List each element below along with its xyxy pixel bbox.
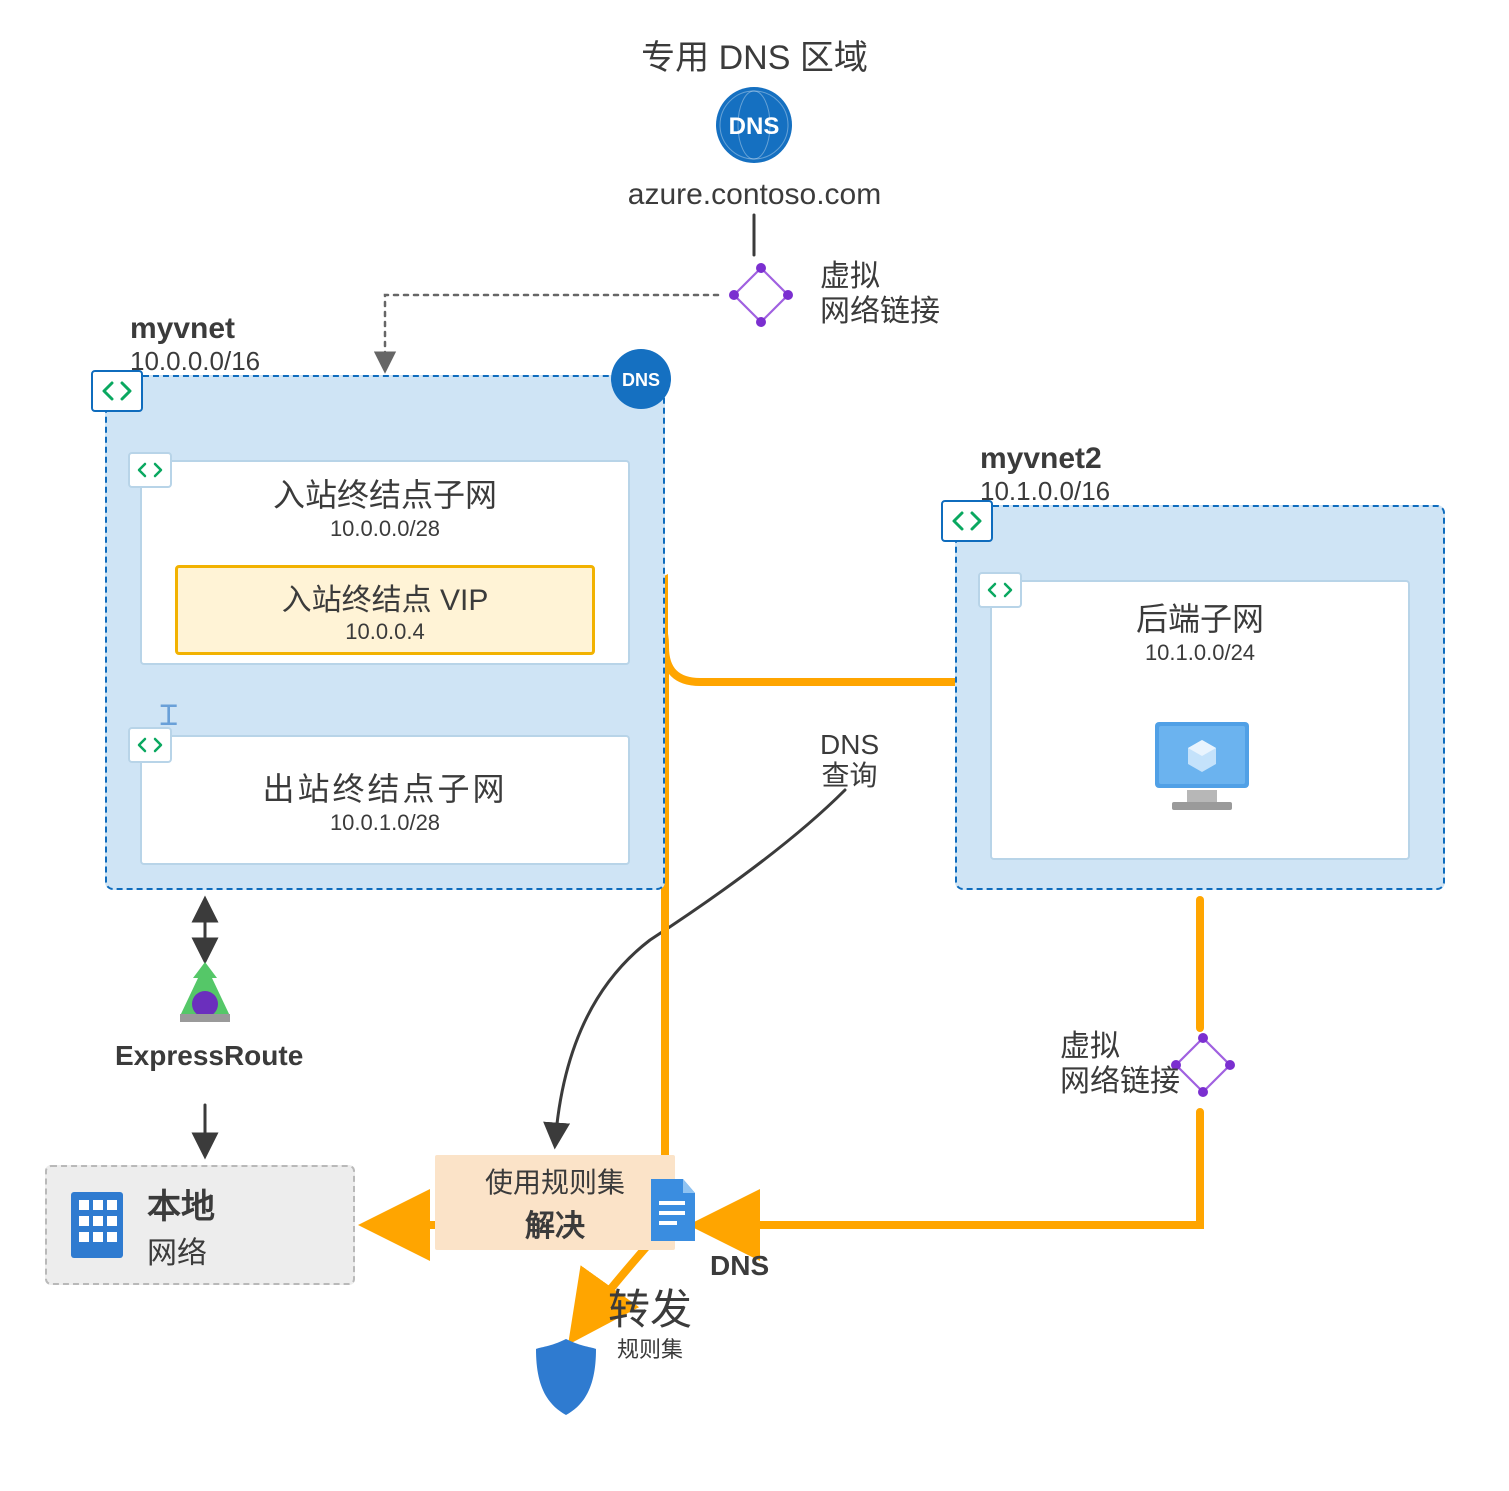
vnet2-name: myvnet2 (980, 442, 1110, 476)
inbound-vip-box: 入站终结点 VIP 10.0.0.4 (175, 565, 595, 655)
outbound-subnet-box: 出站终结点子网 10.0.1.0/28 (140, 735, 630, 865)
vnet2-label: myvnet2 10.1.0.0/16 (980, 442, 1110, 507)
vnet1-label: myvnet 10.0.0.0/16 (130, 312, 260, 377)
building-icon (65, 1188, 129, 1262)
outbound-subnet-title: 出站终结点子网 (262, 764, 507, 810)
vnet-link-2-l2: 网络链接 (1060, 1065, 1180, 1100)
vnet1-dns-badge: DNS (609, 347, 673, 416)
dns-doc-label: DNS (710, 1250, 769, 1282)
vnet1-cidr: 10.0.0.0/16 (130, 346, 260, 377)
vnet-icon-1 (91, 370, 143, 412)
onprem-subtitle: 网络 (147, 1228, 215, 1272)
backend-subnet-title: 后端子网 (992, 594, 1408, 640)
dns-query-l1: DNS (820, 730, 879, 761)
text-cursor-icon: Ꮖ (160, 700, 178, 733)
vnet2-cidr: 10.1.0.0/16 (980, 476, 1110, 507)
backend-subnet-cidr: 10.1.0.0/24 (992, 640, 1408, 666)
vm-icon (1147, 712, 1257, 827)
dns-query-l2: 查询 (820, 761, 879, 792)
ruleset-l1: 使用规则集 (485, 1161, 625, 1201)
vnet-link-label-1-line1: 虚拟 (820, 260, 940, 295)
vnet1-name: myvnet (130, 312, 260, 346)
vnet-icon-2 (941, 500, 993, 542)
svg-text:DNS: DNS (622, 370, 660, 390)
vnet-link-label-1-line2: 网络链接 (820, 295, 940, 330)
vnet-link-icon-1 (726, 260, 796, 335)
shield-icon (530, 1335, 602, 1424)
dns-badge-text: DNS (729, 113, 780, 140)
backend-subnet-box: 后端子网 10.1.0.0/24 (990, 580, 1410, 860)
inbound-subnet-cidr: 10.0.0.0/28 (142, 516, 628, 542)
onprem-title: 本地 (147, 1179, 215, 1228)
vnet-link-label-2: 虚拟 网络链接 (1060, 1030, 1180, 1099)
dns-fwd-l1: 转发 (570, 1290, 730, 1332)
subnet-icon-backend (978, 572, 1022, 608)
ruleset-box: 使用规则集 解决 (435, 1155, 675, 1250)
inbound-subnet-title: 入站终结点子网 (142, 470, 628, 516)
outbound-subnet-cidr: 10.0.1.0/28 (330, 810, 440, 836)
dns-zone-badge: DNS (714, 85, 794, 170)
inbound-vip-ip: 10.0.0.4 (345, 619, 425, 645)
inbound-vip-title: 入站终结点 VIP (282, 575, 489, 619)
title-text: 专用 DNS 区域 (641, 39, 868, 77)
dns-doc-icon (645, 1175, 701, 1250)
vnet-link-2-l1: 虚拟 (1060, 1030, 1180, 1065)
dns-query-label: DNS 查询 (820, 730, 879, 792)
subnet-icon-inbound (128, 452, 172, 488)
expressroute-label: ExpressRoute (115, 1040, 303, 1072)
page-title: 专用 DNS 区域 (0, 30, 1509, 79)
ruleset-l2: 解决 (525, 1201, 585, 1245)
dns-zone-domain: azure.contoso.com (0, 178, 1509, 212)
expressroute-icon (172, 958, 238, 1041)
onprem-box: 本地 网络 (45, 1165, 355, 1285)
vnet-link-label-1: 虚拟 网络链接 (820, 260, 940, 329)
